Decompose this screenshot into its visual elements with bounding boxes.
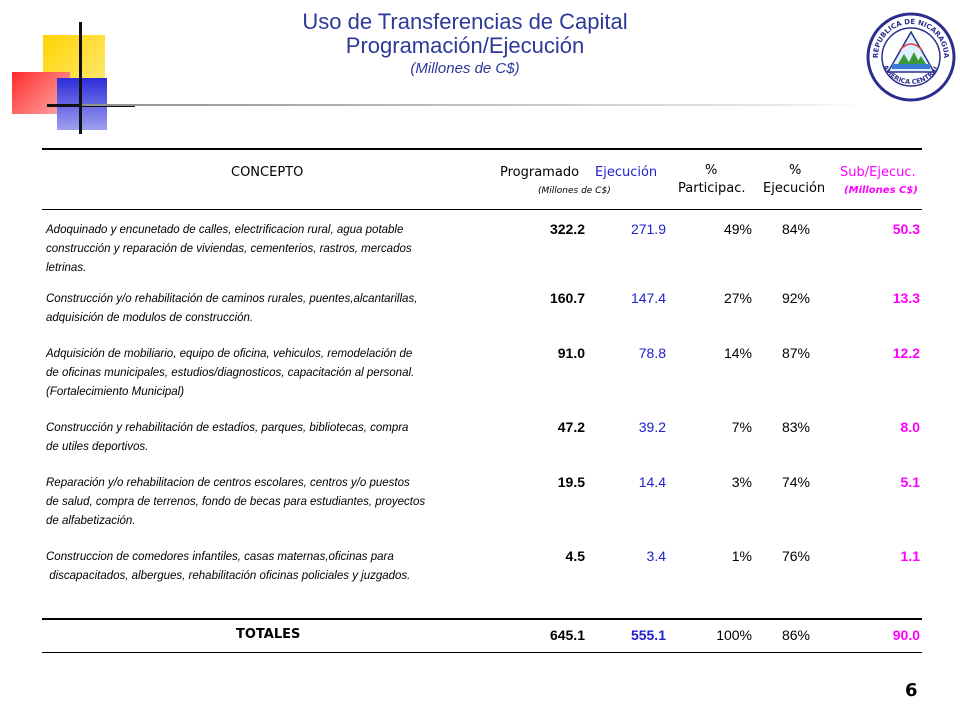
row-4-participacion: 7% — [731, 419, 752, 435]
row-2-line-2: adquisición de modulos de construcción. — [46, 312, 254, 324]
row-5-programado: 19.5 — [557, 474, 585, 490]
totals-top-rule — [42, 618, 922, 620]
row-5-line-2: de salud, compra de terrenos, fondo de b… — [46, 496, 426, 508]
row-3-line-1: Adquisición de mobiliario, equipo de ofi… — [46, 348, 413, 360]
header-ejecucion: Ejecución — [595, 165, 658, 180]
vertical-bar — [79, 22, 82, 134]
row-1-concept: Adoquinado y encunetado de calles, elect… — [46, 221, 412, 278]
row-4-concept: Construcción y rehabilitación de estadio… — [46, 419, 408, 457]
header-part-pct: % — [705, 163, 718, 178]
row-6-ejecucion: 3.4 — [646, 548, 666, 564]
row-5-participacion: 3% — [731, 474, 752, 490]
header-participac: Participac. — [678, 181, 746, 196]
title-rule — [82, 104, 862, 106]
table-top-rule — [42, 148, 922, 150]
row-1-ejecucion: 271.9 — [630, 221, 666, 237]
totals-bottom-rule — [42, 652, 922, 653]
row-5-ejecucion: 14.4 — [638, 474, 666, 490]
row-4-line-1: Construcción y rehabilitación de estadio… — [46, 422, 409, 434]
row-2-programado: 160.7 — [549, 290, 585, 306]
header-programado: Programado — [500, 165, 580, 180]
totals-ejecucion-pct: 86% — [781, 627, 810, 643]
row-2-participacion: 27% — [723, 290, 752, 306]
header-millones: (Millones de C$) — [538, 186, 611, 196]
row-3-line-2: de oficinas municipales, estudios/diagno… — [46, 367, 415, 379]
row-6-subejecucion: 1.1 — [900, 548, 920, 564]
row-3-ejecucion-pct: 87% — [781, 345, 810, 361]
row-6-line-1: Construccion de comedores infantiles, ca… — [46, 551, 394, 563]
row-1-line-3: letrinas. — [46, 262, 87, 274]
row-4-ejecucion-pct: 83% — [781, 419, 810, 435]
totals-participacion: 100% — [716, 627, 752, 643]
header-ejecucion-pct: Ejecución — [763, 181, 826, 196]
row-6-ejecucion-pct: 76% — [781, 548, 810, 564]
nicaragua-seal-icon: REPUBLICA DE NICARAGUA AMERICA CENTRAL — [866, 12, 956, 102]
header-subejecuc: Sub/Ejecuc. — [840, 165, 916, 180]
row-5-subejecucion: 5.1 — [900, 474, 920, 490]
row-1-line-2: construcción y reparación de viviendas, … — [46, 243, 412, 255]
row-5-concept: Reparación y/o rehabilitacion de centros… — [46, 474, 425, 531]
slide-title: Uso de Transferencias de Capital Program… — [250, 10, 680, 80]
row-2-ejecucion: 147.4 — [630, 290, 666, 306]
row-4-ejecucion: 39.2 — [638, 419, 666, 435]
row-6-line-2: discapacitados, albergues, rehabilitació… — [46, 570, 411, 582]
row-6-concept: Construccion de comedores infantiles, ca… — [46, 548, 410, 586]
row-3-programado: 91.0 — [557, 345, 585, 361]
row-1-line-1: Adoquinado y encunetado de calles, elect… — [46, 224, 404, 236]
totals-ejecucion: 555.1 — [630, 627, 666, 643]
row-4-programado: 47.2 — [557, 419, 585, 435]
decorative-squares — [0, 0, 140, 135]
row-1-ejecucion-pct: 84% — [781, 221, 810, 237]
row-2-subejecucion: 13.3 — [892, 290, 920, 306]
header-concepto: CONCEPTO — [231, 165, 304, 180]
row-5-ejecucion-pct: 74% — [781, 474, 810, 490]
title-line-1: Uso de Transferencias de Capital — [302, 9, 628, 34]
row-1-participacion: 49% — [723, 221, 752, 237]
row-4-line-2: de utiles deportivos. — [46, 441, 149, 453]
title-units: (Millones de C$) — [410, 60, 520, 77]
header-ejec-pct: % — [789, 163, 802, 178]
row-3-line-3: (Fortalecimiento Municipal) — [46, 386, 185, 398]
header-sub-units: (Millones C$) — [844, 185, 918, 196]
row-3-ejecucion: 78.8 — [638, 345, 666, 361]
row-2-ejecucion-pct: 92% — [781, 290, 810, 306]
row-6-participacion: 1% — [731, 548, 752, 564]
row-1-subejecucion: 50.3 — [892, 221, 920, 237]
row-4-subejecucion: 8.0 — [900, 419, 920, 435]
row-1-programado: 322.2 — [549, 221, 585, 237]
totals-subejecucion: 90.0 — [892, 627, 920, 643]
row-5-line-1: Reparación y/o rehabilitacion de centros… — [46, 477, 410, 489]
totals-programado: 645.1 — [549, 627, 585, 643]
row-5-line-3: de alfabetización. — [46, 515, 136, 527]
title-line-2: Programación/Ejecución — [345, 33, 585, 58]
header-rule — [42, 209, 922, 210]
page-number: 6 — [905, 680, 918, 701]
row-6-programado: 4.5 — [565, 548, 585, 564]
row-3-concept: Adquisición de mobiliario, equipo de ofi… — [46, 345, 414, 402]
row-3-subejecucion: 12.2 — [892, 345, 920, 361]
row-2-concept: Construcción y/o rehabilitación de camin… — [46, 290, 417, 328]
row-2-line-1: Construcción y/o rehabilitación de camin… — [46, 293, 418, 305]
row-3-participacion: 14% — [723, 345, 752, 361]
totals-label: TOTALES — [236, 627, 301, 642]
